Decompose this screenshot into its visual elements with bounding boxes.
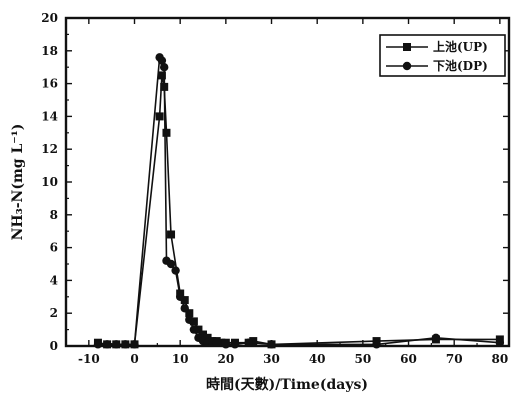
x-tick-label: 50 <box>355 352 372 366</box>
legend: 上池(UP) 下池(DP) <box>379 34 506 77</box>
x-tick-label: 80 <box>492 352 509 366</box>
y-tick-label: 8 <box>50 208 58 222</box>
y-axis-title: NH₃-N(mg L⁻¹) <box>10 124 26 241</box>
y-tick-label: 14 <box>41 109 58 123</box>
data-point-dp <box>157 56 167 65</box>
legend-label-up: 上池(UP) <box>433 39 488 54</box>
y-tick-label: 4 <box>50 273 58 287</box>
data-point-dp <box>130 340 139 349</box>
data-point-up <box>199 330 208 339</box>
data-point-up <box>189 317 198 326</box>
data-point-dp <box>102 340 112 349</box>
data-point-up <box>203 333 212 342</box>
data-point-up <box>180 296 189 305</box>
data-point-dp <box>175 292 185 301</box>
data-point-up <box>249 337 258 346</box>
series-layer <box>93 53 505 349</box>
x-tick-label: 0 <box>130 352 138 366</box>
legend-marker-circle <box>402 61 412 71</box>
x-tick-label: 30 <box>263 352 280 366</box>
data-point-dp <box>431 333 441 342</box>
data-point-dp <box>185 315 194 324</box>
y-tick-label: 18 <box>41 44 58 58</box>
data-point-dp <box>230 340 240 349</box>
data-point-up <box>162 128 171 137</box>
data-point-dp <box>180 304 189 313</box>
x-axis-title: 時間(天數)/Time(days) <box>206 376 368 393</box>
data-point-dp <box>267 340 276 349</box>
data-point-dp <box>171 266 180 275</box>
x-tick-label: 20 <box>217 352 234 366</box>
data-point-up <box>185 309 194 318</box>
legend-box <box>379 34 506 77</box>
data-point-up <box>217 338 226 347</box>
data-point-dp <box>159 62 169 72</box>
x-tick-label: 60 <box>400 352 417 366</box>
y-tick-label: 12 <box>41 142 58 156</box>
data-point-dp <box>189 325 199 334</box>
x-tick-label: -10 <box>78 352 100 366</box>
data-point-dp <box>112 340 121 349</box>
x-tick-label: 10 <box>172 352 189 366</box>
series-line-1 <box>98 55 500 346</box>
y-tick-label: 2 <box>50 306 58 320</box>
y-tick-label: 6 <box>50 241 58 255</box>
data-point-up <box>155 112 164 121</box>
data-point-up <box>157 71 166 80</box>
y-tick-label: 16 <box>41 77 58 91</box>
data-point-dp <box>244 338 253 347</box>
x-tick-label: 70 <box>446 352 463 366</box>
legend-label-dp: 下池(DP) <box>433 58 488 73</box>
x-tick-label: 40 <box>309 352 326 366</box>
data-point-dp <box>212 338 221 347</box>
y-tick-label: 20 <box>41 11 58 25</box>
data-point-dp <box>93 340 103 349</box>
y-tick-label: 0 <box>50 339 58 353</box>
data-point-up <box>194 325 203 334</box>
data-point-dp <box>495 338 505 347</box>
data-point-dp <box>121 340 130 349</box>
data-point-up <box>167 230 176 239</box>
legend-marker-square <box>403 43 411 51</box>
data-point-dp <box>221 340 231 349</box>
y-tick-label: 10 <box>41 175 58 189</box>
data-point-dp <box>372 340 381 349</box>
data-point-dp <box>166 259 176 269</box>
